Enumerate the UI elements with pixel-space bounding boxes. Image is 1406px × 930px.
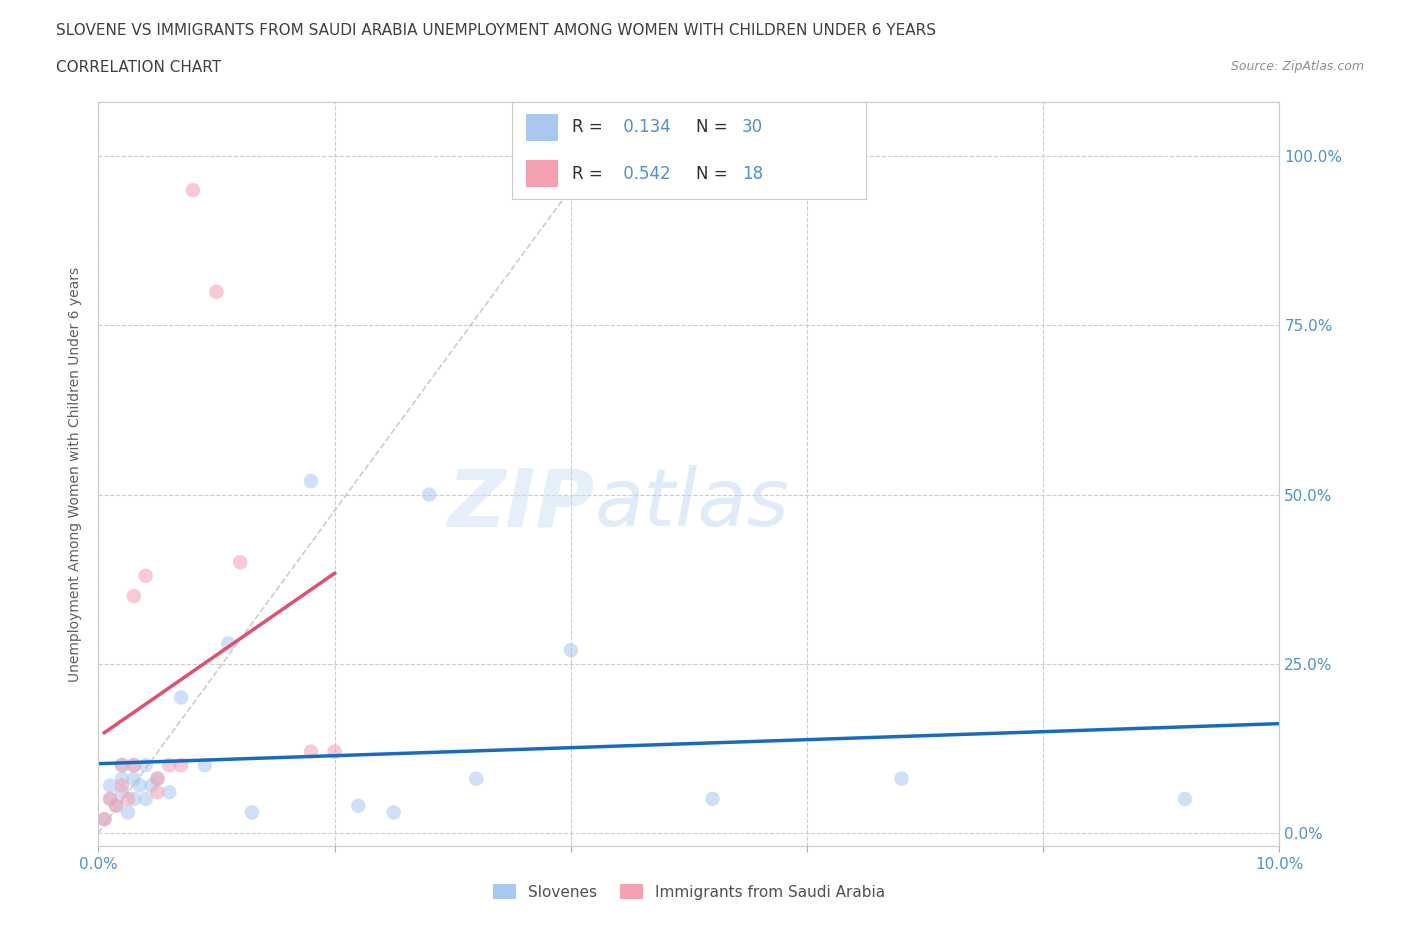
Point	[240, 805, 263, 820]
Text: N =: N =	[696, 118, 733, 136]
Legend: Slovenes, Immigrants from Saudi Arabia: Slovenes, Immigrants from Saudi Arabia	[486, 878, 891, 906]
Point	[170, 758, 193, 773]
Point	[205, 285, 228, 299]
Text: 18: 18	[742, 166, 763, 183]
Point	[146, 771, 169, 786]
Point	[122, 758, 145, 773]
Point	[141, 778, 163, 793]
Point	[299, 473, 322, 488]
Point	[146, 785, 169, 800]
Point	[111, 758, 134, 773]
Point	[170, 690, 193, 705]
Point	[890, 771, 912, 786]
Point	[93, 812, 115, 827]
Point	[382, 805, 405, 820]
Text: atlas: atlas	[595, 465, 789, 543]
Point	[122, 758, 145, 773]
Point	[122, 589, 145, 604]
Point	[702, 791, 724, 806]
Point	[117, 791, 139, 806]
Point	[105, 798, 128, 813]
Text: SLOVENE VS IMMIGRANTS FROM SAUDI ARABIA UNEMPLOYMENT AMONG WOMEN WITH CHILDREN U: SLOVENE VS IMMIGRANTS FROM SAUDI ARABIA …	[56, 23, 936, 38]
Point	[194, 758, 217, 773]
Point	[229, 555, 252, 570]
Point	[135, 791, 157, 806]
Y-axis label: Unemployment Among Women with Children Under 6 years: Unemployment Among Women with Children U…	[69, 267, 83, 682]
Point	[128, 778, 150, 793]
Point	[122, 771, 145, 786]
Point	[98, 791, 121, 806]
FancyBboxPatch shape	[526, 113, 558, 141]
Point	[111, 778, 134, 793]
Point	[111, 785, 134, 800]
Point	[105, 798, 128, 813]
Text: 0.542: 0.542	[619, 166, 671, 183]
Point	[465, 771, 488, 786]
Point	[146, 771, 169, 786]
Text: ZIP: ZIP	[447, 465, 595, 543]
Point	[111, 771, 134, 786]
Point	[117, 805, 139, 820]
Point	[111, 758, 134, 773]
Point	[135, 568, 157, 583]
Point	[93, 812, 115, 827]
FancyBboxPatch shape	[526, 160, 558, 188]
Text: CORRELATION CHART: CORRELATION CHART	[56, 60, 221, 75]
Point	[217, 636, 239, 651]
Point	[299, 744, 322, 759]
Text: R =: R =	[572, 166, 607, 183]
Point	[98, 778, 121, 793]
Point	[418, 487, 440, 502]
Text: R =: R =	[572, 118, 607, 136]
Point	[135, 758, 157, 773]
Text: N =: N =	[696, 166, 733, 183]
Point	[347, 798, 370, 813]
Point	[1174, 791, 1197, 806]
Point	[98, 791, 121, 806]
Text: Source: ZipAtlas.com: Source: ZipAtlas.com	[1230, 60, 1364, 73]
Point	[157, 758, 180, 773]
Point	[560, 643, 582, 658]
Point	[323, 744, 346, 759]
Point	[157, 785, 180, 800]
Point	[122, 791, 145, 806]
Point	[181, 183, 204, 198]
Text: 30: 30	[742, 118, 763, 136]
Text: 0.134: 0.134	[619, 118, 671, 136]
